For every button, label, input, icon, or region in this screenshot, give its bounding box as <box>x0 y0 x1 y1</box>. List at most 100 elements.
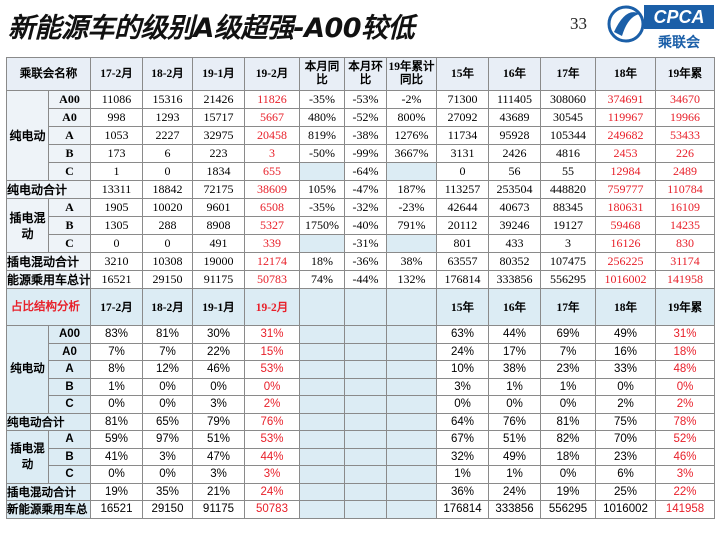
total-label: 新能源乘用车总 <box>6 500 91 519</box>
cell: 0% <box>595 377 656 396</box>
cell: 56 <box>488 162 541 181</box>
empty-cell <box>344 430 387 449</box>
cell: 39246 <box>488 216 541 235</box>
total-row: 纯电动合计 13311 18842 72175 38609 105% -47% 187% 113… <box>6 180 715 199</box>
cell: 46% <box>655 447 715 466</box>
empty-cell <box>344 288 387 326</box>
cell: 3% <box>142 447 193 466</box>
cell: 10% <box>436 360 489 379</box>
cell: 16% <box>595 342 656 361</box>
column-header: 占比结构分析 <box>6 288 91 326</box>
column-header: 19年累 <box>655 57 715 91</box>
cell: 2227 <box>142 126 193 145</box>
cell: 2% <box>655 395 715 414</box>
cell: 7% <box>540 342 596 361</box>
cell: 176814 <box>436 270 489 289</box>
column-header: 18-2月 <box>142 288 193 326</box>
empty-cell <box>344 500 387 519</box>
column-header: 17年 <box>540 57 596 91</box>
row-label: A <box>48 430 91 449</box>
cell: 111405 <box>488 90 541 109</box>
empty-cell <box>299 482 345 501</box>
cell: 50783 <box>244 500 300 519</box>
cell: 38609 <box>244 180 300 199</box>
row: B 1% 0% 0% 0% 3% 1% 1% 0% 0% <box>7 377 715 396</box>
empty-cell <box>299 500 345 519</box>
cell: -50% <box>299 144 345 163</box>
cell: 30545 <box>540 108 596 127</box>
cell: 0 <box>142 234 193 253</box>
cell: 0% <box>90 395 143 414</box>
column-header: 17-2月 <box>90 288 143 326</box>
cell: 10308 <box>142 252 193 271</box>
cell: 15316 <box>142 90 193 109</box>
empty-cell <box>386 162 437 181</box>
cell: 12% <box>142 360 193 379</box>
empty-cell <box>299 360 345 379</box>
cell: 81% <box>142 325 193 344</box>
cell: 791% <box>386 216 437 235</box>
cell: 1% <box>488 465 541 484</box>
row: A0 7% 7% 22% 15% 24% 17% 7% 16% 18% <box>7 342 715 361</box>
cell: 75% <box>595 412 656 431</box>
cell: 44% <box>488 325 541 344</box>
total-label: 插电混动合计 <box>6 252 91 271</box>
cell: 110784 <box>655 180 715 199</box>
cell: 18% <box>299 252 345 271</box>
cell: 5327 <box>244 216 300 235</box>
cell: 6% <box>595 465 656 484</box>
cell: 3210 <box>90 252 143 271</box>
row: A0 998 1293 15717 5667 480% -52% 800% 27092 43689… <box>7 108 715 127</box>
cell: 20112 <box>436 216 489 235</box>
column-header: 本月同比 <box>299 57 345 91</box>
cell: 79% <box>192 412 245 431</box>
cell: 8908 <box>192 216 245 235</box>
cell: 0% <box>436 395 489 414</box>
sales-table: 乘联会名称 17-2月 18-2月 19-1月 19-2月 本月同比 本月环比 19年累计同比… <box>6 57 715 289</box>
cell: 33% <box>595 360 656 379</box>
empty-cell <box>299 395 345 414</box>
cell: 3% <box>244 465 300 484</box>
column-header: 19年累计同比 <box>386 57 437 91</box>
empty-cell <box>299 465 345 484</box>
cell: 52% <box>655 430 715 449</box>
cell: 38% <box>386 252 437 271</box>
empty-cell <box>344 482 387 501</box>
logo-ring <box>607 5 645 43</box>
column-header: 19年累 <box>655 288 715 326</box>
cell: 3% <box>655 465 715 484</box>
cell: 16521 <box>90 500 143 519</box>
empty-cell <box>386 447 437 466</box>
cell: 1% <box>540 377 596 396</box>
cell: 4816 <box>540 144 596 163</box>
cell: 113257 <box>436 180 489 199</box>
row: B 173 6 223 3 -50% -99% 3667% 3131 2426 4816 2453 22… <box>7 144 715 163</box>
cell: 187% <box>386 180 437 199</box>
row: B 41% 3% 47% 44% 32% 49% 18% 23% 46% <box>7 447 715 466</box>
total-label: 纯电动合计 <box>6 180 91 199</box>
cell: 22% <box>192 342 245 361</box>
cell: 308060 <box>540 90 596 109</box>
cell: -36% <box>344 252 387 271</box>
cell: 11734 <box>436 126 489 145</box>
cell: -44% <box>344 270 387 289</box>
cell: 333856 <box>488 500 541 519</box>
column-header: 17-2月 <box>90 57 143 91</box>
total-label: 插电混动合计 <box>6 482 91 501</box>
cell: 288 <box>142 216 193 235</box>
cell: 23% <box>540 360 596 379</box>
cell: 256225 <box>595 252 656 271</box>
row-label: C <box>48 234 91 253</box>
column-header: 19-1月 <box>192 288 245 326</box>
cell: 76% <box>244 412 300 431</box>
empty-cell <box>386 430 437 449</box>
row-label: A <box>48 126 91 145</box>
cell: 3% <box>192 465 245 484</box>
cell: 0% <box>488 395 541 414</box>
cell: 74% <box>299 270 345 289</box>
cell: 91175 <box>192 500 245 519</box>
cell: 448820 <box>540 180 596 199</box>
total-row: 插电混动合计 3210 10308 19000 12174 18% -36% 38% 63557… <box>6 252 715 271</box>
logo-box <box>644 5 714 29</box>
cell: 69% <box>540 325 596 344</box>
